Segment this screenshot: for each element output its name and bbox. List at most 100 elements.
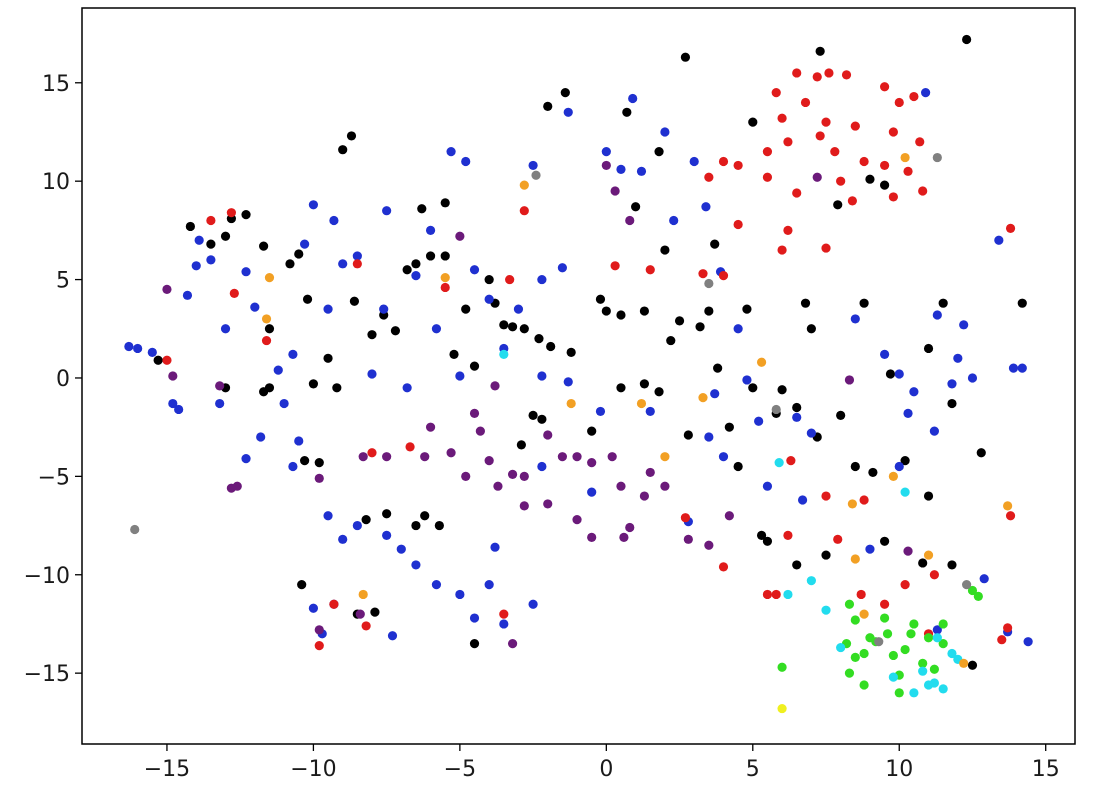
data-point — [859, 156, 869, 167]
data-point — [718, 452, 729, 462]
y-tick-label: 10 — [42, 170, 70, 195]
data-point — [537, 371, 547, 381]
data-point — [771, 88, 781, 98]
data-point — [168, 398, 178, 409]
data-point — [748, 117, 758, 127]
data-point — [800, 97, 811, 108]
data-point — [390, 326, 401, 336]
data-point — [976, 448, 986, 458]
data-point — [880, 82, 890, 92]
data-point — [756, 357, 767, 367]
data-point — [332, 383, 342, 393]
data-point — [261, 335, 272, 346]
data-point — [358, 589, 368, 600]
data-point — [932, 633, 942, 643]
data-point — [903, 166, 913, 176]
y-tick-label: −15 — [24, 662, 70, 687]
data-point — [669, 215, 679, 226]
data-point — [833, 200, 843, 210]
data-point — [859, 609, 869, 619]
data-point — [308, 379, 319, 389]
data-point — [880, 180, 890, 190]
data-point — [918, 658, 928, 668]
data-point — [903, 546, 913, 556]
data-point — [777, 703, 787, 714]
data-point — [894, 461, 904, 472]
data-point — [783, 589, 793, 600]
data-point — [484, 579, 494, 590]
data-point — [833, 534, 843, 544]
data-point — [619, 532, 629, 542]
data-point — [358, 452, 368, 462]
data-point — [929, 426, 939, 436]
data-point — [130, 524, 140, 535]
data-point — [402, 265, 412, 275]
data-point — [894, 688, 904, 698]
data-point — [490, 542, 500, 552]
data-point — [880, 349, 890, 359]
data-point — [563, 107, 573, 117]
data-point — [455, 371, 465, 381]
data-point — [396, 544, 406, 554]
data-point — [704, 306, 714, 316]
data-point — [513, 304, 524, 314]
data-point — [519, 206, 529, 216]
data-point — [431, 579, 442, 590]
data-point — [683, 534, 693, 544]
data-point — [382, 206, 392, 216]
data-point — [713, 363, 723, 373]
data-point — [546, 341, 556, 352]
data-point — [226, 483, 236, 493]
data-point — [654, 387, 664, 397]
data-point — [229, 288, 239, 298]
y-tick-label: 5 — [56, 269, 70, 294]
data-point — [938, 298, 948, 308]
data-point — [288, 461, 298, 472]
data-point — [382, 452, 392, 462]
data-point — [543, 430, 553, 440]
data-point — [352, 259, 362, 269]
data-point — [777, 662, 787, 672]
data-point — [329, 599, 339, 609]
data-point — [616, 164, 626, 174]
data-point — [762, 147, 773, 157]
data-point — [601, 147, 611, 157]
x-tick-label: −5 — [444, 757, 476, 782]
data-point — [557, 452, 567, 462]
data-point — [352, 520, 362, 531]
data-point — [865, 544, 875, 554]
data-point — [800, 298, 811, 308]
data-point — [194, 235, 204, 245]
data-point — [718, 156, 729, 167]
data-point — [625, 215, 635, 226]
data-point — [622, 107, 632, 117]
data-point — [938, 639, 948, 649]
data-point — [645, 467, 655, 478]
data-point — [742, 375, 752, 385]
data-point — [938, 619, 948, 629]
data-point — [616, 481, 626, 491]
data-point — [859, 680, 869, 690]
data-point — [300, 456, 310, 466]
data-point — [226, 208, 236, 218]
data-point — [323, 353, 333, 363]
data-point — [967, 585, 978, 596]
data-point — [566, 398, 576, 409]
data-point — [923, 343, 934, 354]
data-point — [701, 202, 711, 212]
data-point — [411, 271, 421, 281]
data-point — [812, 172, 822, 182]
data-point — [806, 428, 816, 438]
y-tick-label: 15 — [42, 72, 70, 97]
data-point — [888, 672, 898, 682]
data-point — [499, 349, 509, 359]
data-point — [830, 147, 840, 157]
data-point — [894, 369, 904, 379]
data-point — [771, 589, 781, 600]
data-point — [288, 349, 298, 359]
data-point — [821, 550, 831, 560]
data-point — [314, 457, 324, 468]
data-point — [493, 481, 503, 491]
data-point — [754, 416, 764, 426]
